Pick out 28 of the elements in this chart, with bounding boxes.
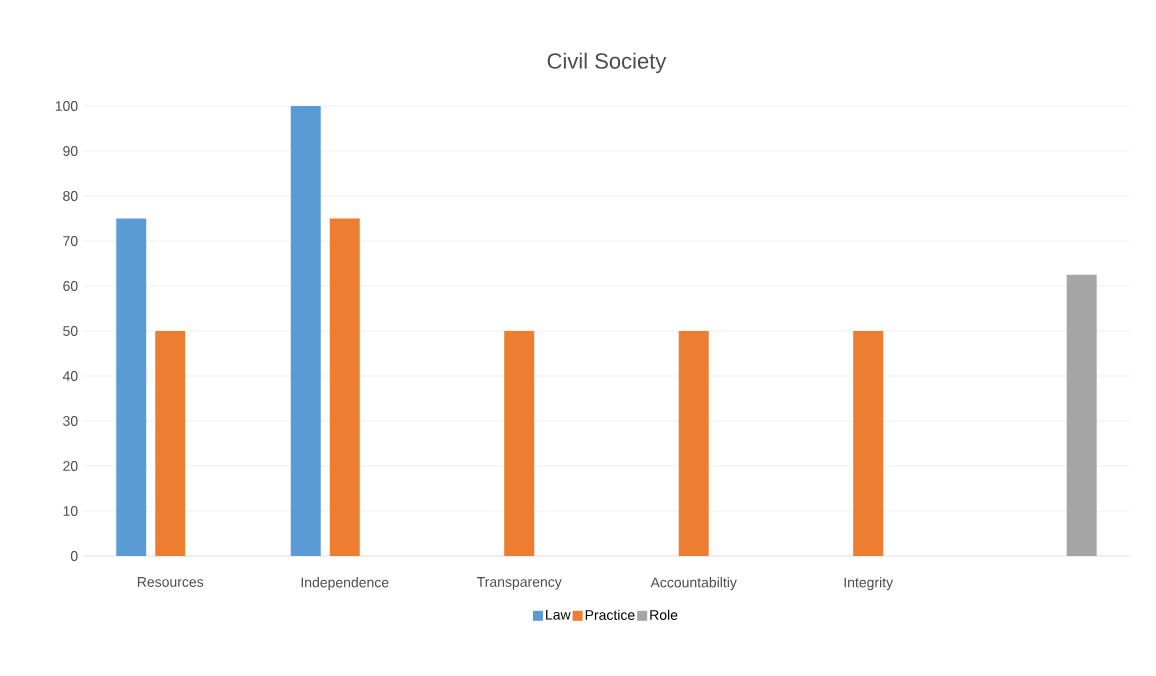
bar (329, 218, 360, 556)
x-tick-label: Accountabiltiy (650, 577, 737, 591)
y-tick-label: 0 (70, 551, 78, 561)
y-tick-label: 90 (63, 146, 78, 156)
bar (853, 331, 884, 556)
y-tick-label: 100 (55, 101, 78, 111)
y-tick-label: 70 (63, 236, 78, 246)
bar (1066, 274, 1097, 556)
y-tick-label: 50 (63, 326, 78, 336)
y-tick-label: 10 (63, 506, 78, 516)
y-tick-label: 60 (63, 281, 78, 291)
legend-label: Practice (585, 609, 635, 620)
bar (504, 331, 535, 556)
y-tick-label: 20 (63, 461, 78, 471)
y-tick-label: 40 (62, 371, 78, 381)
legend-label: Role (650, 609, 678, 620)
y-tick-label: 30 (63, 416, 78, 426)
x-tick-label: Transparency (477, 577, 562, 590)
bar (678, 331, 709, 556)
bar (116, 218, 147, 556)
y-tick-label: 80 (63, 191, 78, 201)
bar (290, 106, 321, 556)
x-tick-label: Independence (301, 577, 389, 591)
x-tick-label: Resources (137, 577, 204, 587)
x-tick-label: Integrity (844, 577, 894, 591)
bar (155, 331, 186, 556)
legend-label: Law (546, 609, 571, 620)
chart-title: Civil Society (547, 52, 667, 74)
